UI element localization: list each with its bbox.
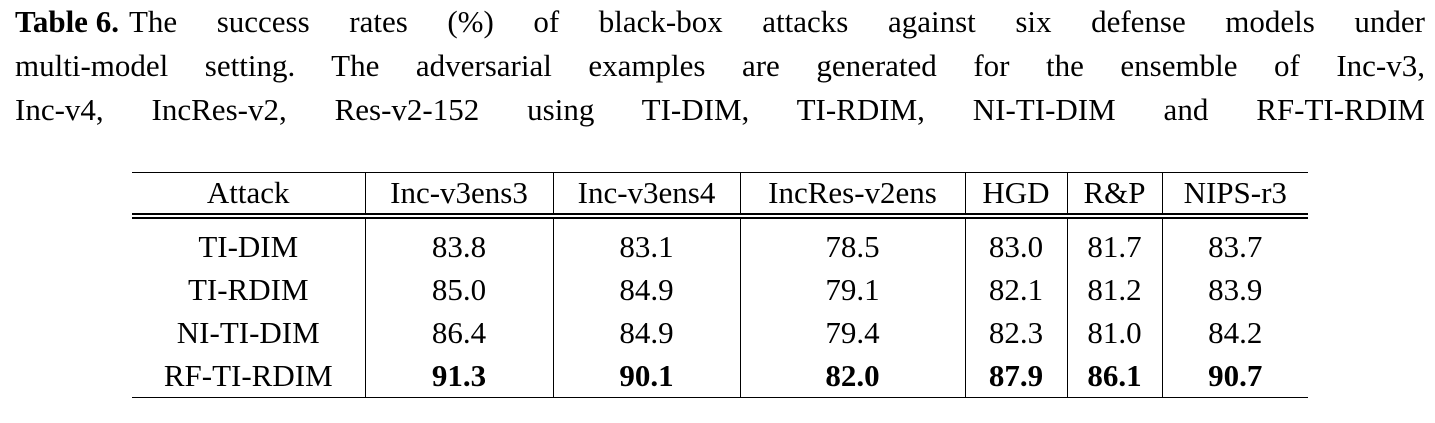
value-cell: 82.0: [739, 354, 965, 398]
table-row: TI-RDIM 85.0 84.9 79.1 82.1 81.2 83.9: [132, 268, 1308, 311]
value-cell: 84.2: [1161, 311, 1308, 354]
value-cell: 81.7: [1066, 216, 1162, 268]
value-cell: 91.3: [364, 354, 553, 398]
value-cell: 83.9: [1161, 268, 1308, 311]
value-cell: 86.4: [364, 311, 553, 354]
header-cell: NIPS-r3: [1161, 172, 1308, 216]
value-cell: 83.7: [1161, 216, 1308, 268]
header-cell: Attack: [206, 175, 290, 210]
value-cell: 87.9: [964, 354, 1067, 398]
header-row: Attack Inc-v3ens3 Inc-v3ens4 IncRes-v2ens HG…: [132, 172, 1308, 216]
value-cell: 81.2: [1066, 268, 1162, 311]
value-cell: 83.1: [552, 216, 740, 268]
caption-label: Table 6.: [15, 4, 119, 39]
header-cell: HGD: [964, 172, 1067, 216]
value-cell: 90.1: [552, 354, 740, 398]
caption-text: multi-model setting. The adversarial exa…: [15, 48, 1425, 83]
value-cell: 78.5: [739, 216, 965, 268]
value-cell: 90.7: [1161, 354, 1308, 398]
caption-line: Table 6. The success rates (%) of black-b…: [15, 0, 1425, 44]
table-row: TI-DIM 83.8 83.1 78.5 83.0 81.7 83.7: [132, 216, 1308, 268]
attack-name: RF-TI-RDIM: [163, 358, 333, 393]
caption-text: The success rates (%) of black-box attac…: [128, 4, 1425, 39]
value-cell: 84.9: [552, 268, 740, 311]
attack-name: TI-DIM: [198, 229, 299, 264]
value-cell: 82.3: [964, 311, 1067, 354]
table-row: RF-TI-RDIM 91.3 90.1 82.0 87.9 86.1 90.7: [132, 354, 1308, 398]
value-cell: 79.1: [739, 268, 965, 311]
header-cell: R&P: [1066, 172, 1162, 216]
value-cell: 85.0: [364, 268, 553, 311]
caption: Table 6. The success rates (%) of black-b…: [15, 0, 1425, 132]
header-cell: IncRes-v2ens: [739, 172, 965, 216]
attack-name: NI-TI-DIM: [176, 315, 320, 350]
value-cell: 86.1: [1066, 354, 1162, 398]
header-cell: Inc-v3ens4: [552, 172, 740, 216]
value-cell: 83.8: [364, 216, 553, 268]
value-cell: 79.4: [739, 311, 965, 354]
value-cell: 84.9: [552, 311, 740, 354]
value-cell: 82.1: [964, 268, 1067, 311]
header-cell: Inc-v3ens3: [364, 172, 553, 216]
attack-name: TI-RDIM: [187, 272, 309, 307]
caption-text: Inc-v4, IncRes-v2, Res-v2-152 using TI-D…: [15, 92, 1425, 127]
value-cell: 83.0: [964, 216, 1067, 268]
value-cell: 81.0: [1066, 311, 1162, 354]
table-row: NI-TI-DIM 86.4 84.9 79.4 82.3 81.0 84.2: [132, 311, 1308, 354]
results-table: Attack Inc-v3ens3 Inc-v3ens4 IncRes-v2ens HG…: [132, 172, 1308, 398]
